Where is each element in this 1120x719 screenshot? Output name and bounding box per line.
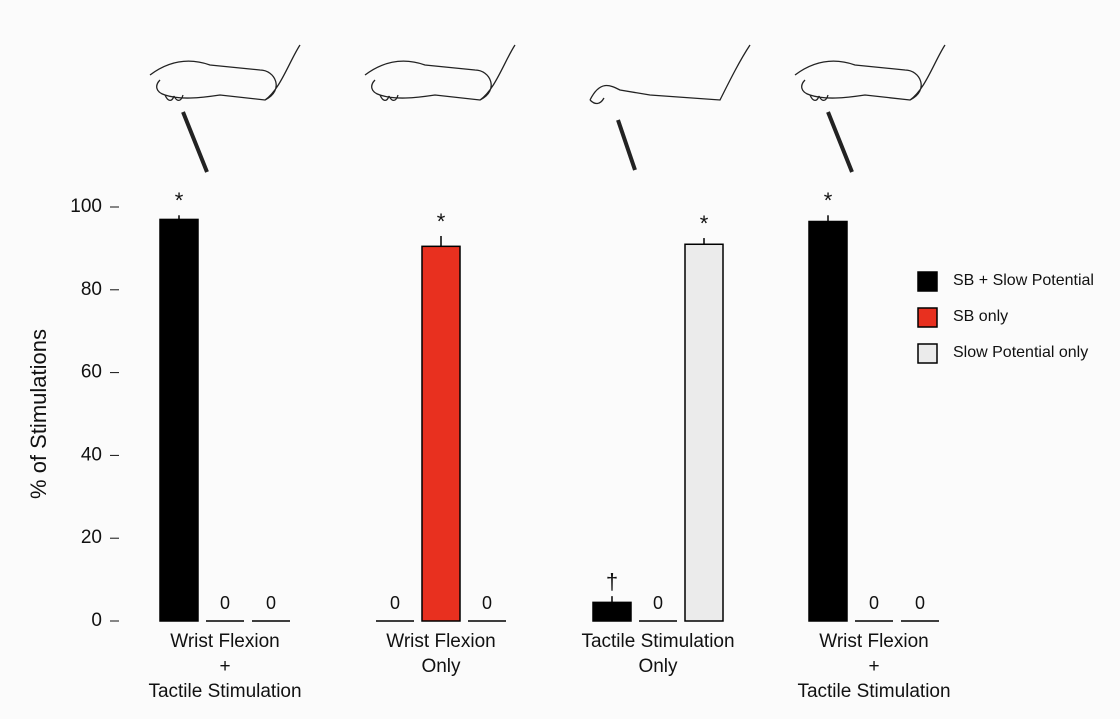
x-tick-label: Wrist Flexion xyxy=(819,631,928,652)
legend-label: Slow Potential only xyxy=(953,344,1088,361)
legend-label: SB + Slow Potential xyxy=(953,272,1094,289)
y-tick-label: 40 xyxy=(81,444,102,465)
y-tick-label: 100 xyxy=(70,196,102,217)
legend-swatch xyxy=(918,308,937,327)
bar xyxy=(160,219,198,621)
x-tick-label: Tactile Stimulation xyxy=(581,631,734,652)
chart: % of Stimulations 0 20 40 60 80 100 * 0 † * 0 * 0 0 0 0… xyxy=(0,0,1120,719)
value-label: 0 xyxy=(390,593,400,613)
x-tick-label: Only xyxy=(638,656,678,677)
x-tick-label: Wrist Flexion xyxy=(386,631,495,652)
y-tick-label: 20 xyxy=(81,527,102,548)
x-tick-label: + xyxy=(868,656,879,677)
annotation: * xyxy=(175,188,184,213)
legend-swatch xyxy=(918,344,937,363)
annotation: * xyxy=(437,209,446,234)
y-axis-label: % of Stimulations xyxy=(26,329,51,499)
legend-swatch xyxy=(918,272,937,291)
y-tick-label: 80 xyxy=(81,279,102,300)
bar xyxy=(422,246,460,621)
x-tick-label: Only xyxy=(421,656,461,677)
y-tick-label: 60 xyxy=(81,362,102,383)
hand-illustrations xyxy=(150,45,945,172)
value-label: 0 xyxy=(653,593,663,613)
x-tick-label: Tactile Stimulation xyxy=(797,681,950,702)
bar xyxy=(809,221,847,621)
x-tick-label: Wrist Flexion xyxy=(170,631,279,652)
x-tick-label: + xyxy=(219,656,230,677)
bar xyxy=(685,244,723,621)
annotation: * xyxy=(700,211,709,236)
value-label: 0 xyxy=(915,593,925,613)
value-label: 0 xyxy=(482,593,492,613)
value-label: 0 xyxy=(869,593,879,613)
legend-label: SB only xyxy=(953,308,1008,325)
annotation: † xyxy=(606,569,618,594)
x-tick-label: Tactile Stimulation xyxy=(148,681,301,702)
bar xyxy=(593,602,631,621)
annotation: * xyxy=(824,188,833,213)
value-label: 0 xyxy=(220,593,230,613)
value-label: 0 xyxy=(266,593,276,613)
y-tick-label: 0 xyxy=(91,610,102,631)
